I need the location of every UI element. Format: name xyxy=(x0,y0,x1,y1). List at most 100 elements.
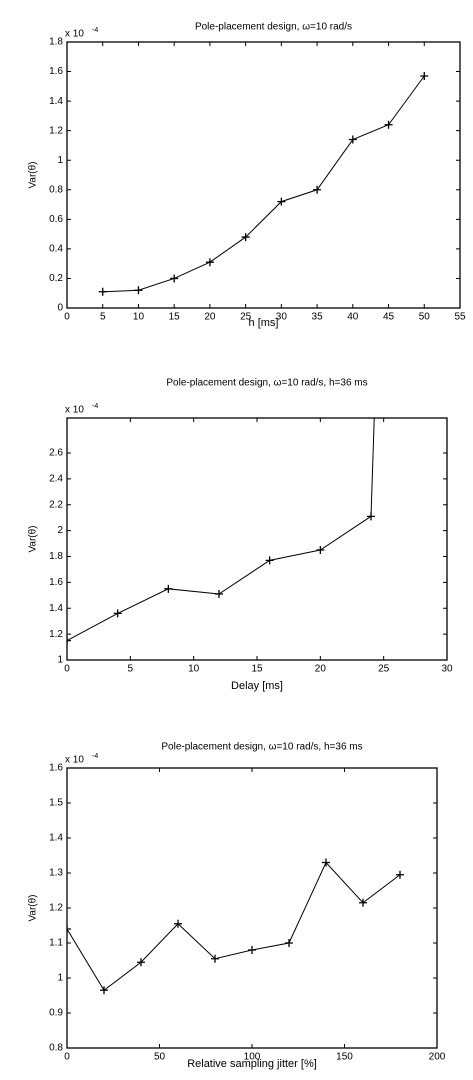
data-marker xyxy=(134,286,143,295)
data-marker xyxy=(215,590,223,598)
y-tick-label: 0.9 xyxy=(49,1008,63,1019)
x-tick-label: 25 xyxy=(240,312,252,323)
y-tick-label: 1.4 xyxy=(49,96,63,107)
y-tick-label: 1.4 xyxy=(49,603,63,614)
x-tick-label: 0 xyxy=(64,312,70,323)
chart-title: Pole-placement design, ω=10 rad/s, h=36 … xyxy=(161,742,362,753)
x-axis-label: Delay [ms] xyxy=(231,680,283,692)
data-line xyxy=(67,861,401,991)
x-tick-label: 200 xyxy=(429,1052,446,1063)
y-tick-label: 1.6 xyxy=(49,763,63,774)
data-marker xyxy=(98,287,107,296)
plot-area xyxy=(67,858,404,995)
y-axis-label: Var(θ) xyxy=(28,161,39,188)
y-tick-label: 1 xyxy=(57,655,63,666)
y-tick-label: 1.8 xyxy=(49,37,63,48)
y-tick-label: 2 xyxy=(57,525,63,536)
plot-frame xyxy=(66,767,438,1049)
y-tick-label: 1.5 xyxy=(49,798,63,809)
y-tick-label: 0.8 xyxy=(49,184,63,195)
x-tick-label: 30 xyxy=(276,312,288,323)
data-marker xyxy=(277,197,286,206)
x-axis-label: Relative sampling jitter [%] xyxy=(187,1058,317,1070)
y-axis-label: Var(θ) xyxy=(28,525,39,552)
chart-title: Pole-placement design, ω=10 rad/s xyxy=(195,22,352,33)
y-tick-label: 1 xyxy=(57,155,63,166)
data-marker xyxy=(316,546,325,554)
x-tick-label: 50 xyxy=(154,1052,166,1063)
data-marker xyxy=(367,512,375,521)
y-tick-label: 1 xyxy=(57,973,63,984)
y-tick-label: 0.2 xyxy=(49,273,63,284)
x-tick-label: 150 xyxy=(336,1052,353,1063)
x-tick-label: 5 xyxy=(128,664,134,675)
plot-frame xyxy=(66,417,448,661)
y-exponent: -4 xyxy=(92,753,98,760)
data-marker xyxy=(359,898,367,907)
data-marker xyxy=(396,870,404,879)
y-tick-label: 1.3 xyxy=(49,868,63,879)
data-marker xyxy=(137,958,145,967)
data-marker xyxy=(348,135,357,144)
data-marker xyxy=(100,986,108,995)
data-marker xyxy=(371,397,379,405)
x-tick-label: 20 xyxy=(204,312,216,323)
data-marker xyxy=(67,925,71,933)
data-marker xyxy=(205,258,214,267)
x-tick-label: 10 xyxy=(133,312,145,323)
data-marker xyxy=(265,556,274,565)
x-tick-label: 0 xyxy=(64,1052,70,1063)
data-marker xyxy=(164,584,173,593)
y-tick-label: 1.2 xyxy=(49,629,63,640)
y-axis-label: Var(θ) xyxy=(28,894,39,921)
data-marker xyxy=(384,120,393,129)
data-marker xyxy=(420,71,429,80)
y-multiplier: x 10 xyxy=(65,755,84,766)
y-tick-label: 2.6 xyxy=(49,448,63,459)
y-tick-label: 0 xyxy=(57,303,63,314)
y-exponent: -4 xyxy=(92,27,98,34)
x-tick-label: 25 xyxy=(378,664,390,675)
x-tick-label: 10 xyxy=(188,664,200,675)
plot-frame xyxy=(66,41,461,309)
data-marker xyxy=(174,919,182,928)
x-tick-label: 35 xyxy=(312,312,324,323)
x-tick-label: 45 xyxy=(383,312,395,323)
data-marker xyxy=(67,636,71,645)
y-tick-label: 1.6 xyxy=(49,577,63,588)
x-tick-label: 100 xyxy=(244,1052,261,1063)
y-tick-label: 2.2 xyxy=(49,499,63,510)
x-tick-label: 30 xyxy=(441,664,453,675)
y-tick-label: 0.8 xyxy=(49,1043,63,1054)
x-tick-label: 40 xyxy=(347,312,359,323)
plot-area xyxy=(98,71,429,296)
y-tick-label: 0.6 xyxy=(49,214,63,225)
x-tick-label: 15 xyxy=(169,312,181,323)
data-marker xyxy=(313,185,322,194)
x-axis-label: h [ms] xyxy=(249,317,279,329)
data-marker xyxy=(248,946,256,954)
x-tick-label: 55 xyxy=(454,312,466,323)
y-multiplier: x 10 xyxy=(65,405,84,416)
y-exponent: -4 xyxy=(92,403,98,410)
data-marker xyxy=(322,858,330,867)
data-line xyxy=(67,418,375,642)
y-tick-label: 1.4 xyxy=(49,833,63,844)
y-tick-label: 1.2 xyxy=(49,903,63,914)
data-marker xyxy=(113,609,122,618)
y-tick-label: 1.8 xyxy=(49,551,63,562)
x-tick-label: 0 xyxy=(64,664,70,675)
y-tick-label: 1.2 xyxy=(49,125,63,136)
x-tick-label: 50 xyxy=(419,312,431,323)
x-tick-label: 15 xyxy=(251,664,263,675)
data-marker xyxy=(285,939,293,947)
data-line xyxy=(102,75,425,293)
x-tick-label: 20 xyxy=(315,664,327,675)
plot-area xyxy=(67,397,379,645)
data-marker xyxy=(170,274,179,283)
data-marker xyxy=(211,954,219,963)
data-marker xyxy=(241,233,250,242)
y-tick-label: 2.4 xyxy=(49,473,63,484)
y-tick-label: 1.1 xyxy=(49,938,63,949)
